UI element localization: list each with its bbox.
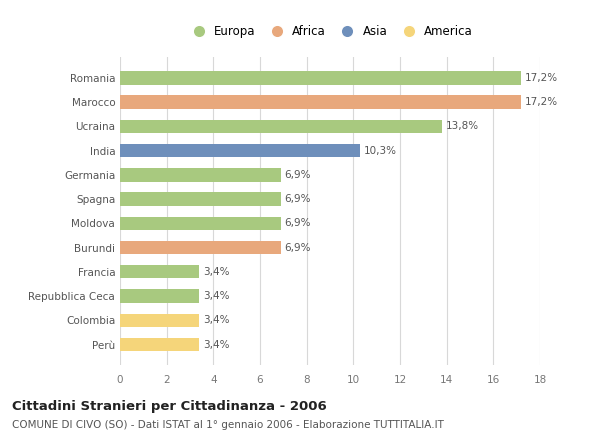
Bar xyxy=(120,314,199,327)
Bar xyxy=(120,168,281,182)
Text: 6,9%: 6,9% xyxy=(284,170,311,180)
Text: 3,4%: 3,4% xyxy=(203,340,229,349)
Bar xyxy=(120,241,281,254)
Text: 13,8%: 13,8% xyxy=(445,121,479,132)
Text: 3,4%: 3,4% xyxy=(203,267,229,277)
Text: 17,2%: 17,2% xyxy=(525,73,558,83)
Text: 6,9%: 6,9% xyxy=(284,194,311,204)
Bar xyxy=(120,338,199,351)
Text: 17,2%: 17,2% xyxy=(525,97,558,107)
Bar xyxy=(120,265,199,279)
Text: 3,4%: 3,4% xyxy=(203,291,229,301)
Bar xyxy=(120,120,442,133)
Text: 10,3%: 10,3% xyxy=(364,146,397,156)
Text: COMUNE DI CIVO (SO) - Dati ISTAT al 1° gennaio 2006 - Elaborazione TUTTITALIA.IT: COMUNE DI CIVO (SO) - Dati ISTAT al 1° g… xyxy=(12,420,444,430)
Bar xyxy=(120,290,199,303)
Text: Cittadini Stranieri per Cittadinanza - 2006: Cittadini Stranieri per Cittadinanza - 2… xyxy=(12,400,327,414)
Legend: Europa, Africa, Asia, America: Europa, Africa, Asia, America xyxy=(182,20,478,42)
Bar xyxy=(120,144,361,157)
Text: 6,9%: 6,9% xyxy=(284,242,311,253)
Bar xyxy=(120,95,521,109)
Bar xyxy=(120,71,521,84)
Text: 6,9%: 6,9% xyxy=(284,218,311,228)
Bar xyxy=(120,216,281,230)
Bar xyxy=(120,192,281,206)
Text: 3,4%: 3,4% xyxy=(203,315,229,325)
